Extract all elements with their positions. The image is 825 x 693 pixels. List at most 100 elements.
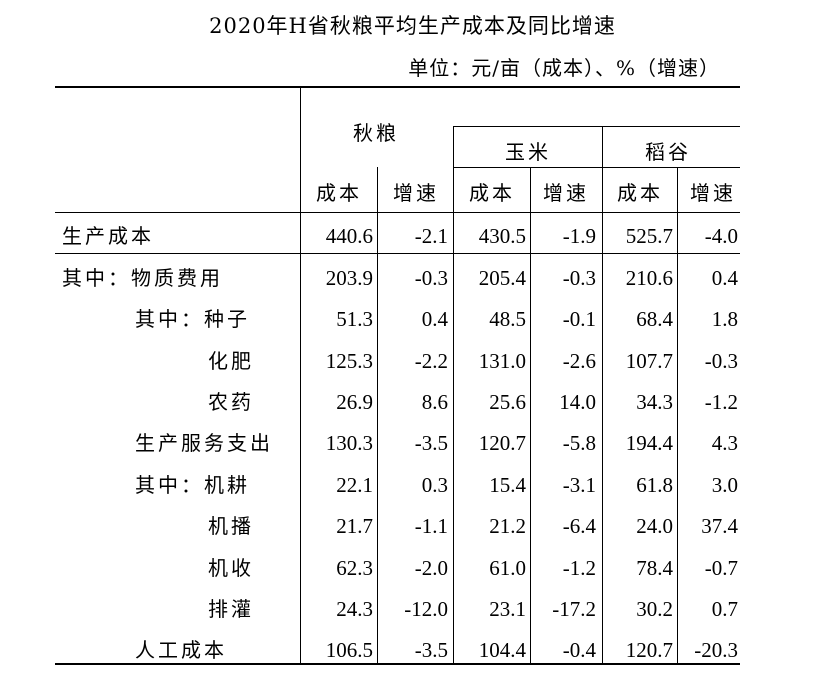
row-label: 机收	[208, 556, 254, 580]
row-label: 生产成本	[62, 224, 154, 248]
table-cell: -0.1	[562, 307, 596, 331]
table-cell: 21.7	[336, 514, 373, 538]
vline-daogu	[602, 126, 603, 664]
subheader-yumi-cost: 成本	[469, 181, 515, 205]
table-cell: -0.4	[562, 638, 596, 662]
table-cell: 210.6	[625, 266, 673, 290]
table-cell: 34.3	[636, 390, 673, 414]
unit-note: 单位：元/亩（成本）、%（增速）	[408, 56, 720, 80]
table-cell: 106.5	[325, 638, 373, 662]
table-cell: 107.7	[625, 349, 673, 373]
table-cell: 205.4	[478, 266, 526, 290]
table-cell: -3.5	[414, 638, 448, 662]
table-cell: 61.0	[489, 556, 526, 580]
table-cell: 1.8	[711, 307, 738, 331]
row-label: 化肥	[208, 349, 254, 373]
subheader-yumi-growth: 增速	[543, 181, 589, 205]
table-cell: -6.4	[562, 514, 596, 538]
table-cell: -5.8	[562, 431, 596, 455]
table-cell: 51.3	[336, 307, 373, 331]
rule-after-total	[55, 253, 740, 254]
rule-top	[55, 86, 740, 88]
vline-yumi	[453, 126, 454, 664]
table-cell: -1.2	[704, 390, 738, 414]
table-cell: 0.3	[421, 473, 448, 497]
table-cell: 61.8	[636, 473, 673, 497]
table-cell: -4.0	[704, 224, 738, 248]
table-cell: -1.1	[414, 514, 448, 538]
table-cell: -0.3	[704, 349, 738, 373]
table-cell: 22.1	[336, 473, 373, 497]
table-cell: -2.6	[562, 349, 596, 373]
table-title: 2020年H省秋粮平均生产成本及同比增速	[209, 14, 616, 38]
table-cell: -17.2	[552, 597, 596, 621]
table-cell: 430.5	[478, 224, 526, 248]
table-cell: 30.2	[636, 597, 673, 621]
table-cell: 8.6	[421, 390, 448, 414]
row-label: 机播	[208, 514, 254, 538]
subheader-daogu-cost: 成本	[617, 181, 663, 205]
table-cell: 131.0	[478, 349, 526, 373]
table-cell: 14.0	[559, 390, 596, 414]
table-cell: 440.6	[325, 224, 373, 248]
table-cell: 4.3	[711, 431, 738, 455]
table-cell: -12.0	[404, 597, 448, 621]
table-cell: 104.4	[478, 638, 526, 662]
row-label: 人工成本	[135, 638, 227, 662]
table-cell: -1.2	[562, 556, 596, 580]
row-label: 其中：物质费用	[62, 266, 223, 290]
row-label: 排灌	[208, 597, 254, 621]
group-header-qiuliang: 秋粮	[353, 121, 399, 145]
group-header-yumi: 玉米	[505, 140, 551, 164]
rule-sub	[453, 167, 740, 168]
table-cell: 0.4	[421, 307, 448, 331]
subheader-daogu-growth: 增速	[690, 181, 736, 205]
table-cell: 24.0	[636, 514, 673, 538]
vline-yumi-growth	[530, 167, 531, 664]
table-cell: -1.9	[562, 224, 596, 248]
table-cell: 0.4	[711, 266, 738, 290]
table-cell: 120.7	[478, 431, 526, 455]
table-cell: 15.4	[489, 473, 526, 497]
table-cell: -2.0	[414, 556, 448, 580]
table-cell: -3.1	[562, 473, 596, 497]
row-label: 生产服务支出	[135, 431, 273, 455]
vline-qiuliang-growth	[377, 167, 378, 664]
table-cell: 194.4	[625, 431, 673, 455]
table-cell: -0.3	[414, 266, 448, 290]
table-cell: -20.3	[694, 638, 738, 662]
row-label: 其中：种子	[135, 307, 250, 331]
table-cell: 62.3	[336, 556, 373, 580]
group-header-daogu: 稻谷	[645, 140, 691, 164]
table-cell: 26.9	[336, 390, 373, 414]
table-cell: 0.7	[711, 597, 738, 621]
table-cell: 25.6	[489, 390, 526, 414]
row-label: 其中：机耕	[135, 473, 250, 497]
table-cell: -3.5	[414, 431, 448, 455]
table-cell: 68.4	[636, 307, 673, 331]
rule-group	[453, 126, 740, 127]
table-cell: 3.0	[711, 473, 738, 497]
table-cell: 23.1	[489, 597, 526, 621]
table-cell: -2.1	[414, 224, 448, 248]
subheader-qiuliang-cost: 成本	[316, 181, 362, 205]
table-cell: 125.3	[325, 349, 373, 373]
table-cell: 120.7	[625, 638, 673, 662]
table-cell: 37.4	[701, 514, 738, 538]
vline-daogu-growth	[677, 167, 678, 664]
subheader-qiuliang-growth: 增速	[393, 181, 439, 205]
table-cell: 78.4	[636, 556, 673, 580]
table-cell: -2.2	[414, 349, 448, 373]
rule-bottom	[55, 663, 740, 665]
vline-label	[300, 86, 301, 664]
table-cell: -0.3	[562, 266, 596, 290]
table-cell: 525.7	[625, 224, 673, 248]
row-label: 农药	[208, 390, 254, 414]
table-cell: 203.9	[325, 266, 373, 290]
table-cell: 48.5	[489, 307, 526, 331]
table-cell: 24.3	[336, 597, 373, 621]
table-cell: 21.2	[489, 514, 526, 538]
rule-header-bottom	[55, 212, 740, 213]
table-cell: -0.7	[704, 556, 738, 580]
table-cell: 130.3	[325, 431, 373, 455]
